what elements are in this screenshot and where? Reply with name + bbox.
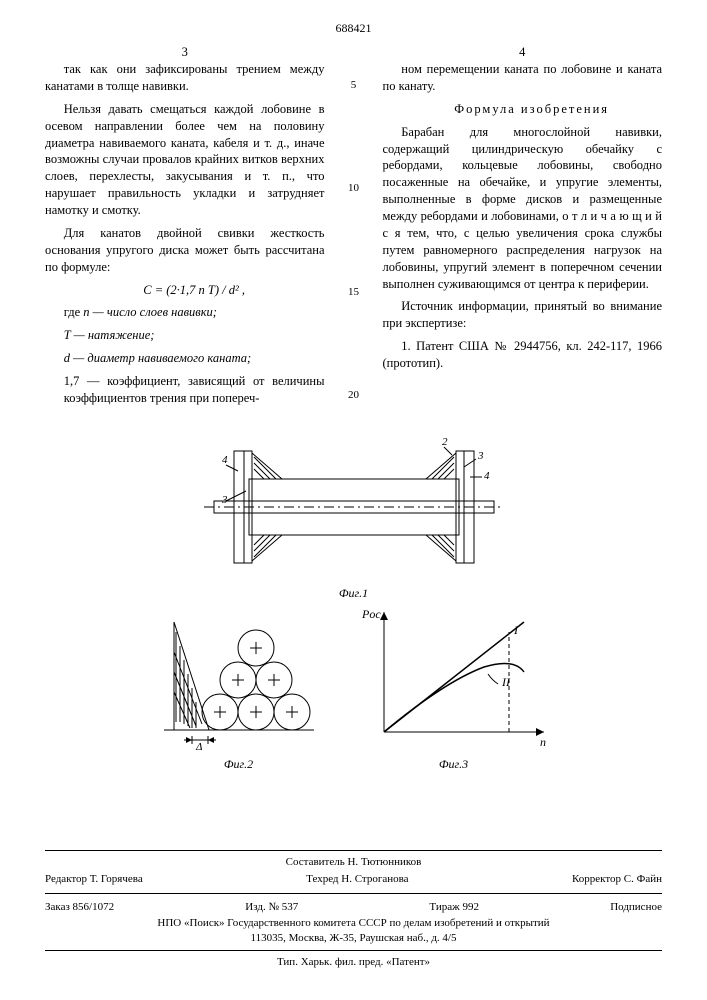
body-columns: 3 так как они зафиксированы трением межд… xyxy=(45,44,662,413)
doc-number: 688421 xyxy=(45,20,662,36)
svg-text:I: I xyxy=(513,623,519,637)
fig-row-2: Δ Фиг.2 Pос n xyxy=(45,602,662,773)
where-k: 1,7 — коэффициент, зависящий от величины… xyxy=(45,373,325,407)
print-row: Заказ 856/1072 Изд. № 537 Тираж 992 Подп… xyxy=(45,898,662,917)
ln-5: 5 xyxy=(347,78,361,93)
ln-20: 20 xyxy=(347,388,361,403)
svg-text:II: II xyxy=(501,675,511,689)
credits-row: Редактор Т. Горячева Техред Н. Строганов… xyxy=(45,870,662,889)
line-numbers: 5 10 15 20 xyxy=(347,44,361,413)
fig2-caption: Фиг.2 xyxy=(154,756,324,772)
fig2-container: Δ Фиг.2 xyxy=(154,602,324,773)
sources-intro: Источник информации, принятый во внимани… xyxy=(383,298,663,332)
claims-title: Формула изобретения xyxy=(383,101,663,118)
right-p2: Барабан для многослойной навивки, содерж… xyxy=(383,124,663,293)
tirazh: Тираж 992 xyxy=(429,900,479,915)
fig1-caption: Фиг.1 xyxy=(45,585,662,601)
order: Заказ 856/1072 xyxy=(45,900,114,915)
svg-text:2: 2 xyxy=(442,436,448,448)
svg-text:3: 3 xyxy=(477,450,484,462)
page-num-left: 3 xyxy=(45,44,325,61)
footer-block: Составитель Н. Тютюнников Редактор Т. Го… xyxy=(45,846,662,970)
sub: Подписное xyxy=(610,900,662,915)
figures-block: 4 3 2 3 4 Фиг.1 xyxy=(45,431,662,772)
left-p3: Для канатов двойной свивки жесткость осн… xyxy=(45,225,325,276)
left-p2: Нельзя давать смещаться каждой лобовине … xyxy=(45,101,325,219)
formula: C = (2·1,7 n T) / d² , xyxy=(45,282,325,299)
fig3-caption: Фиг.3 xyxy=(354,756,554,772)
ln-10: 10 xyxy=(347,181,361,196)
org: НПО «Поиск» Государственного комитета СС… xyxy=(45,916,662,931)
fig1-svg: 4 3 2 3 4 xyxy=(174,431,534,581)
fig2-svg: Δ xyxy=(154,602,324,752)
compiler: Составитель Н. Тютюнников xyxy=(45,855,662,870)
source-1: 1. Патент США № 2944756, кл. 242-117, 19… xyxy=(383,338,663,372)
where-n: где n — число слоев навивки; xyxy=(45,304,325,321)
where-T: T — натяжение; xyxy=(45,327,325,344)
right-column: 4 ном перемещении каната по лобовине и к… xyxy=(383,44,663,413)
right-p1: ном перемещении каната по лобовине и кан… xyxy=(383,61,663,95)
left-column: 3 так как они зафиксированы трением межд… xyxy=(45,44,325,413)
svg-text:4: 4 xyxy=(484,470,490,482)
svg-text:4: 4 xyxy=(222,454,228,466)
ln-15: 15 xyxy=(347,285,361,300)
where-d: d — диаметр навиваемого каната; xyxy=(45,350,325,367)
fig3-container: Pос n I II Фиг.3 xyxy=(354,602,554,773)
tip: Тип. Харьк. фил. пред. «Патент» xyxy=(45,955,662,970)
addr: 113035, Москва, Ж-35, Раушская наб., д. … xyxy=(45,931,662,946)
tech: Техред Н. Строганова xyxy=(306,872,408,887)
svg-text:Δ: Δ xyxy=(195,741,202,752)
corrector: Корректор С. Файн xyxy=(572,872,662,887)
left-p1: так как они зафиксированы трением между … xyxy=(45,61,325,95)
svg-text:n: n xyxy=(540,735,546,749)
patent-page: 688421 3 так как они зафиксированы трени… xyxy=(0,0,707,1000)
fig1-container: 4 3 2 3 4 Фиг.1 xyxy=(45,431,662,602)
page-num-right: 4 xyxy=(383,44,663,61)
editor: Редактор Т. Горячева xyxy=(45,872,143,887)
izd: Изд. № 537 xyxy=(245,900,298,915)
svg-text:Pос: Pос xyxy=(361,607,381,621)
fig3-svg: Pос n I II xyxy=(354,602,554,752)
